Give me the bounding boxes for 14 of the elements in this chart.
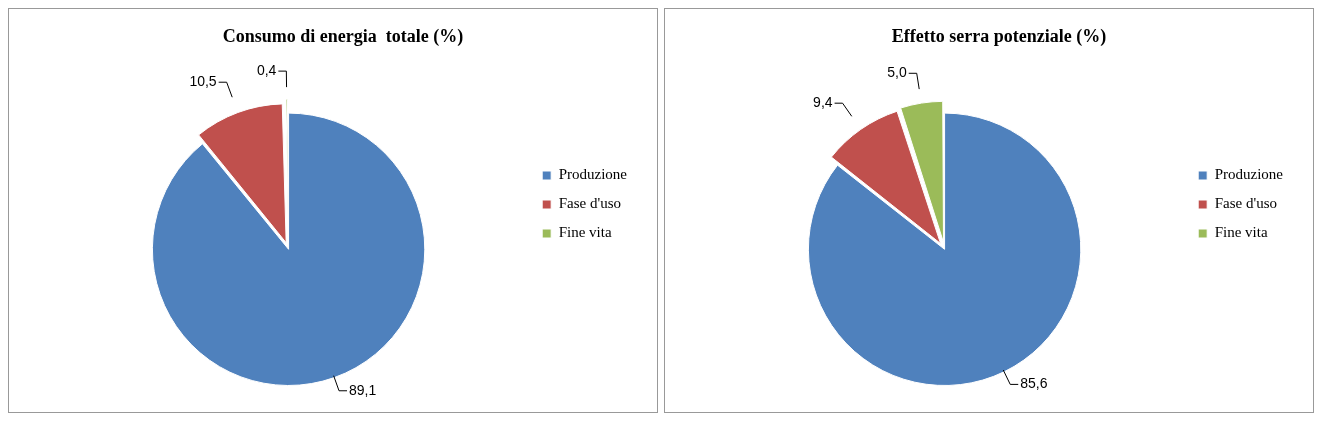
data-label: 0,4 (256, 61, 277, 78)
data-label: 9,4 (813, 94, 833, 111)
data-label: 89,1 (349, 381, 377, 398)
legend-label: Fase d'uso (558, 195, 621, 212)
chart-title: Consumo di energia totale (%) (222, 26, 464, 48)
data-label: 10,5 (189, 73, 217, 90)
legend-label: Produzione (1214, 166, 1284, 183)
data-label: 5,0 (887, 64, 907, 81)
legend-label: Produzione (558, 166, 628, 183)
legend-label: Fine vita (1214, 224, 1268, 241)
legend-label: Fase d'uso (1214, 195, 1277, 212)
legend-label: Fine vita (558, 224, 612, 241)
chart-title: Effetto serra potenziale (%) (891, 26, 1107, 48)
data-label: 85,6 (1020, 375, 1048, 392)
